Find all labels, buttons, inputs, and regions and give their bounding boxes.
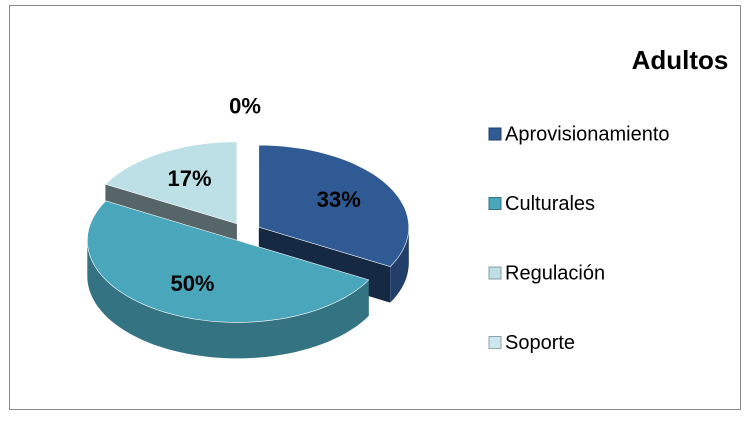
legend-swatch xyxy=(488,266,502,280)
data-label: 17% xyxy=(167,166,211,191)
legend-label: Soporte xyxy=(505,332,575,354)
legend-swatch xyxy=(488,127,502,141)
legend-swatch xyxy=(488,336,502,349)
legend-label: Culturales xyxy=(505,193,595,215)
pie-slice xyxy=(258,144,410,267)
pie-slice xyxy=(86,200,370,323)
slice-side xyxy=(390,227,409,303)
data-label: 0% xyxy=(229,93,261,118)
legend-label: Aprovisionamiento xyxy=(505,123,670,145)
legend-label: Regulación xyxy=(505,262,605,284)
pie-slice xyxy=(104,141,238,225)
data-label: 50% xyxy=(170,271,214,296)
slice-side xyxy=(87,240,369,359)
data-label: 33% xyxy=(317,187,361,212)
chart-title: Adultos xyxy=(632,45,729,75)
legend-swatch xyxy=(488,197,502,210)
